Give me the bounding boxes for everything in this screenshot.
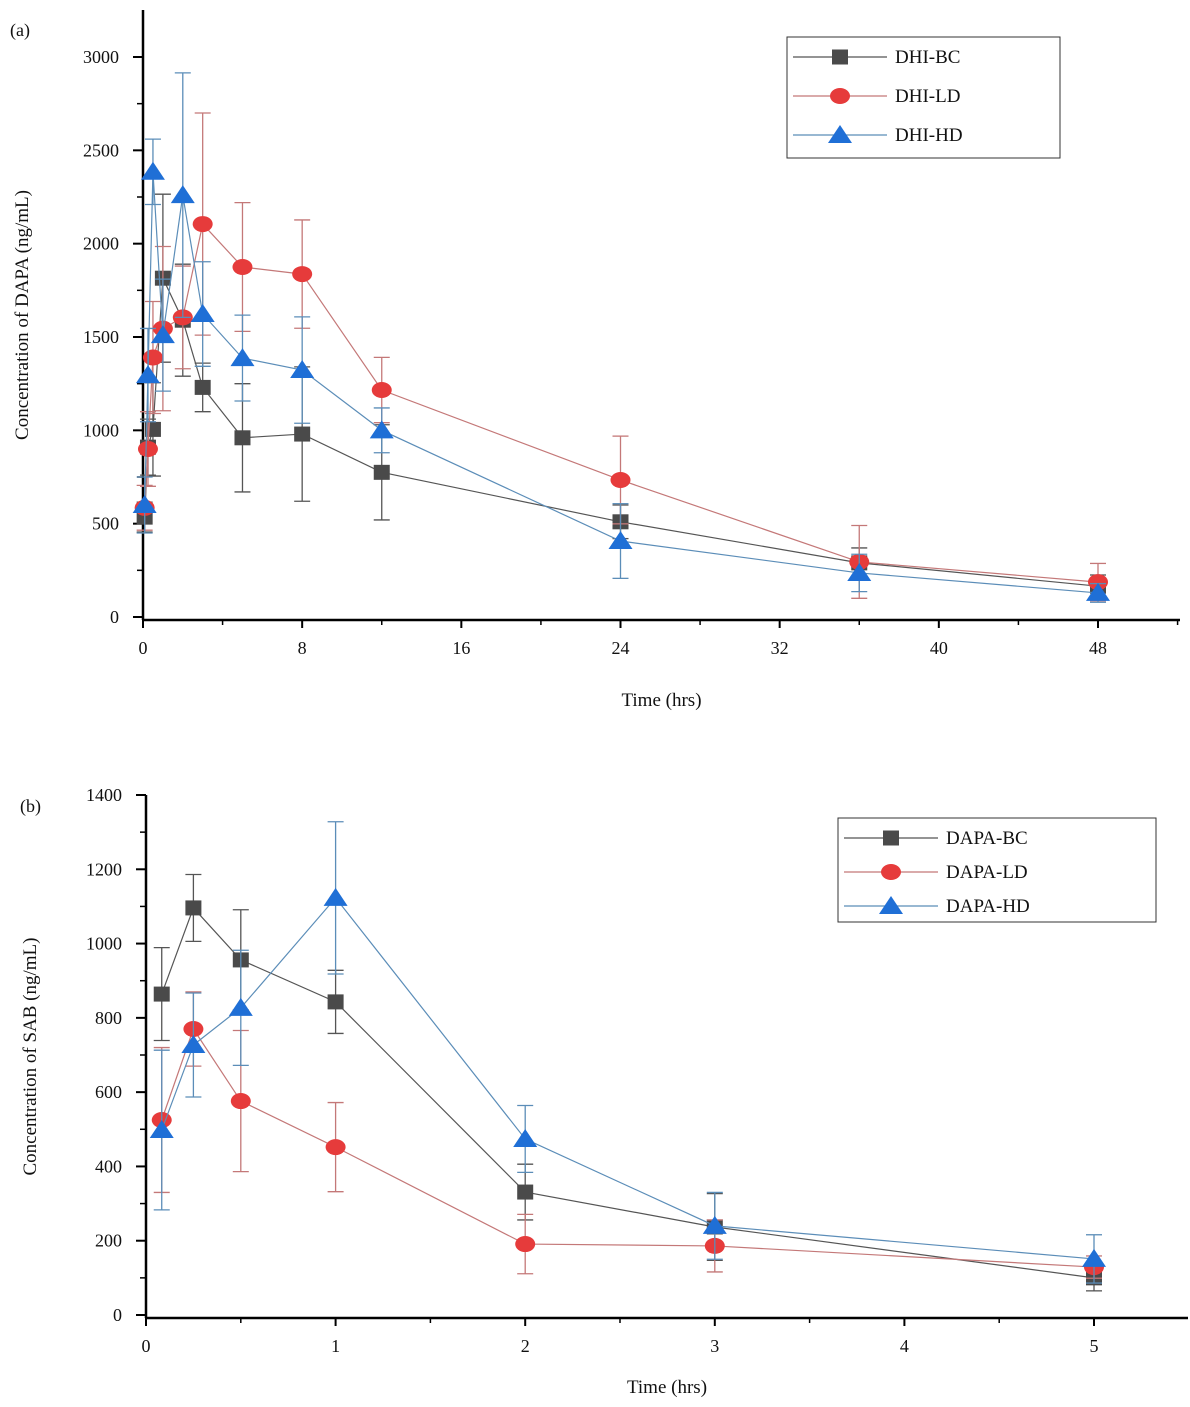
data-point xyxy=(323,887,348,906)
data-point xyxy=(610,471,631,488)
legend-label: DHI-BC xyxy=(895,47,960,68)
x-tick-label: 0 xyxy=(139,638,148,658)
y-tick-label: 600 xyxy=(95,1082,122,1102)
y-tick-label: 2000 xyxy=(83,234,119,254)
data-point xyxy=(294,426,311,442)
y-tick-label: 1400 xyxy=(86,785,122,805)
data-point xyxy=(194,379,211,395)
data-point xyxy=(369,420,394,439)
legend-label: DHI-HD xyxy=(895,125,963,146)
data-point xyxy=(1082,1248,1106,1267)
y-tick-label: 1000 xyxy=(83,420,119,440)
data-point xyxy=(325,1139,346,1156)
data-point xyxy=(702,1215,727,1234)
data-point xyxy=(608,531,633,550)
legend-label: DAPA-HD xyxy=(946,896,1030,917)
data-point xyxy=(517,1184,534,1200)
series-line xyxy=(161,906,1095,1279)
x-axis-label: Time (hrs) xyxy=(621,690,701,711)
x-axis-label: Time (hrs) xyxy=(627,1377,707,1398)
data-point xyxy=(132,495,157,513)
x-tick-label: 2 xyxy=(521,1336,530,1356)
x-tick-label: 5 xyxy=(1090,1336,1099,1356)
legend-marker xyxy=(830,88,850,104)
data-point xyxy=(1086,582,1110,601)
data-point xyxy=(228,997,253,1016)
data-point xyxy=(181,1034,206,1053)
series-line xyxy=(161,896,1095,1260)
x-tick-label: 8 xyxy=(298,638,307,658)
data-point xyxy=(232,259,253,275)
series-line xyxy=(161,1027,1095,1268)
data-point xyxy=(292,266,313,283)
data-point xyxy=(373,464,390,480)
panel-label: (a) xyxy=(10,20,30,41)
legend: DAPA-BC DAPA-LD DAPA-HD xyxy=(837,817,1157,923)
data-point xyxy=(135,365,160,384)
chart-panel-b: (b) 0 200 400 600 800 1000 1200 1400 0 1 2 3 4 5 Time (… xyxy=(20,785,1188,1398)
legend-marker xyxy=(881,864,901,880)
data-point xyxy=(513,1128,538,1147)
y-tick-label: 0 xyxy=(110,607,119,627)
data-point xyxy=(137,441,158,457)
data-point xyxy=(185,900,202,916)
y-tick-label: 800 xyxy=(95,1008,122,1028)
series-dapa-ld xyxy=(151,991,1104,1279)
legend-marker xyxy=(832,49,848,65)
data-point xyxy=(327,994,344,1010)
y-tick-label: 1000 xyxy=(86,934,122,954)
y-tick-label: 3000 xyxy=(83,47,119,67)
data-point xyxy=(142,349,163,366)
legend-marker xyxy=(828,125,852,143)
data-point xyxy=(149,1120,174,1139)
y-tick-label: 500 xyxy=(92,514,119,534)
series-dhi-hd xyxy=(132,72,1110,603)
data-point xyxy=(290,360,315,379)
y-axis-label: Concentration of DAPA (ng/mL) xyxy=(12,190,33,440)
series-line xyxy=(144,171,1099,594)
x-tick-label: 32 xyxy=(771,638,789,658)
data-point xyxy=(371,382,392,399)
y-tick-label: 2500 xyxy=(83,140,119,160)
data-point xyxy=(190,304,215,323)
x-tick-label: 4 xyxy=(900,1336,909,1356)
legend-marker xyxy=(883,830,899,846)
data-point xyxy=(150,325,175,344)
legend-marker xyxy=(879,896,903,914)
data-point xyxy=(140,161,165,180)
x-tick-label: 48 xyxy=(1089,638,1107,658)
x-tick-label: 3 xyxy=(710,1336,719,1356)
y-tick-label: 400 xyxy=(95,1156,122,1176)
legend: DHI-BC DHI-LD DHI-HD xyxy=(786,36,1061,159)
legend-label: DAPA-BC xyxy=(946,828,1028,849)
y-tick-label: 200 xyxy=(95,1231,122,1251)
x-tick-label: 24 xyxy=(612,638,630,658)
series-dapa-hd xyxy=(149,821,1106,1284)
legend-label: DHI-LD xyxy=(895,86,960,107)
y-tick-label: 1500 xyxy=(83,327,119,347)
y-axis-label: Concentration of SAB (ng/mL) xyxy=(20,938,41,1176)
y-tick-label: 1200 xyxy=(86,859,122,879)
data-point xyxy=(234,430,251,446)
data-point xyxy=(230,348,255,367)
legend-label: DAPA-LD xyxy=(946,862,1028,883)
data-point xyxy=(192,216,213,233)
x-tick-label: 1 xyxy=(331,1336,340,1356)
data-point xyxy=(847,562,872,581)
data-point xyxy=(1088,574,1108,591)
x-tick-label: 0 xyxy=(142,1336,151,1356)
series-dapa-bc xyxy=(153,873,1102,1292)
panel-label: (b) xyxy=(20,796,41,817)
x-tick-label: 16 xyxy=(452,638,470,658)
y-tick-label: 0 xyxy=(113,1305,122,1325)
chart-panel-a: (a) 0 500 1000 1500 2000 2500 3000 0 8 16 24 32 40 48 T… xyxy=(10,10,1180,711)
x-tick-label: 40 xyxy=(930,638,948,658)
data-point xyxy=(515,1236,536,1253)
data-point xyxy=(230,1093,251,1110)
data-point xyxy=(153,986,170,1002)
data-point xyxy=(170,185,195,204)
